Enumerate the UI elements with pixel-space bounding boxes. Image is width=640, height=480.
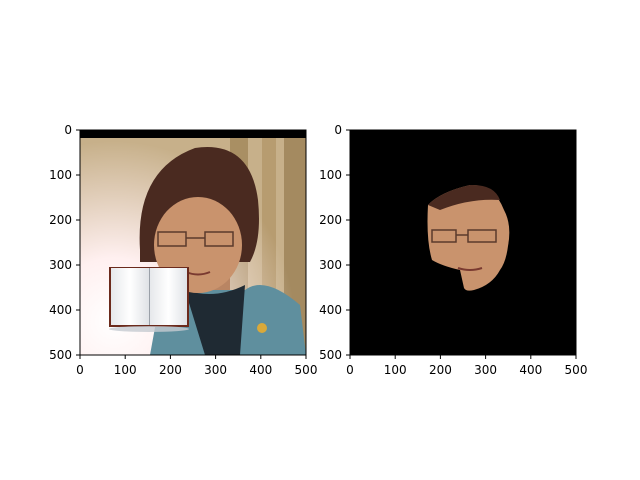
y-tick-label: 400 [49,303,72,317]
y-tick-label: 200 [49,213,72,227]
x-tick-label: 500 [295,363,318,377]
x-tick-label: 300 [474,363,497,377]
image-panel-mask: 0 100 200 300 400 500 0 100 200 300 400 500 [319,123,587,377]
y-tick-label: 100 [49,168,72,182]
x-tick-label: 0 [346,363,354,377]
photo-original [80,130,306,355]
x-tick-label: 400 [249,363,272,377]
y-tick-label: 0 [64,123,72,137]
y-tick-label: 300 [319,258,342,272]
x-tick-label: 500 [565,363,588,377]
x-tick-label: 100 [114,363,137,377]
x-tick-label: 0 [76,363,84,377]
y-tick-label: 300 [49,258,72,272]
image-panel-original: 0 100 200 300 400 500 0 100 200 300 400 500 [49,123,317,377]
y-tick-label: 100 [319,168,342,182]
y-tick-label: 500 [319,348,342,362]
book-icon [109,267,189,332]
y-tick-label: 400 [319,303,342,317]
x-tick-label: 300 [204,363,227,377]
x-tick-label: 400 [519,363,542,377]
x-tick-label: 200 [159,363,182,377]
x-tick-label: 200 [429,363,452,377]
y-tick-label: 200 [319,213,342,227]
y-tick-label: 0 [334,123,342,137]
x-tick-label: 100 [384,363,407,377]
photo-face-mask [350,130,576,355]
y-tick-label: 500 [49,348,72,362]
brooch [257,323,267,333]
photo-top-band [80,130,306,138]
